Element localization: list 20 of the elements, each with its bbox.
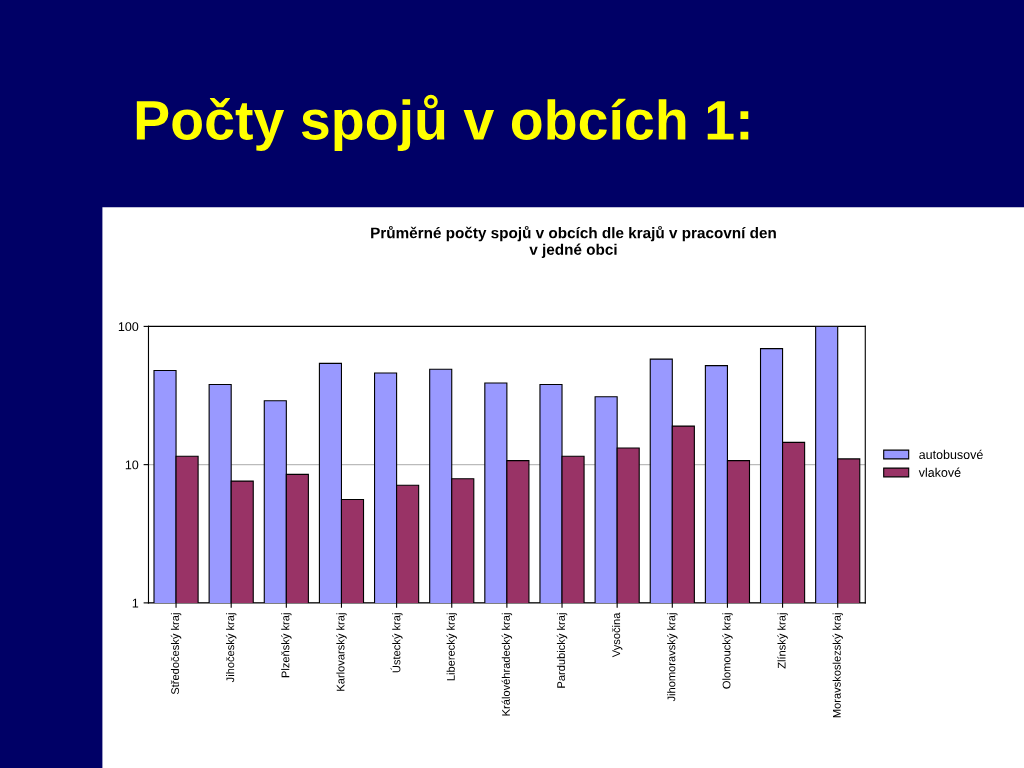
x-tick-label: Plzeňský kraj xyxy=(281,613,292,678)
x-tick-label: Olomoucký kraj xyxy=(722,613,733,689)
y-tick-label: 10 xyxy=(125,460,139,470)
x-tick-label: Karlovarský kraj xyxy=(336,613,347,691)
y-tick-label: 1 xyxy=(132,598,139,608)
legend-label: autobusové xyxy=(919,449,983,460)
x-tick-label: Pardubický kraj xyxy=(556,613,568,688)
chart-subtitle: Průměrné počty spojů v obcích dle krajů v pracovní den v jedné obci xyxy=(371,225,776,258)
y-tick-label: 100 xyxy=(118,322,139,332)
x-tick-label: Zlínský kraj xyxy=(777,613,788,669)
x-tick-label: Středočeský kraj xyxy=(170,613,182,695)
x-tick-label: Moravskoslezský kraj xyxy=(832,613,843,718)
legend-label: vlakové xyxy=(918,467,961,477)
x-tick-label: Liberecký kraj xyxy=(446,613,457,681)
x-tick-label: Královéhradecký kraj xyxy=(501,613,513,716)
x-tick-label: Vysočina xyxy=(611,612,623,658)
x-tick-label: Ústecký kraj xyxy=(390,613,403,673)
x-tick-label: Jihomoravský kraj xyxy=(667,613,678,702)
chart-title: Počty spojů v obcích 1: xyxy=(136,94,749,151)
x-tick-label: Jihočeský kraj xyxy=(225,613,237,683)
